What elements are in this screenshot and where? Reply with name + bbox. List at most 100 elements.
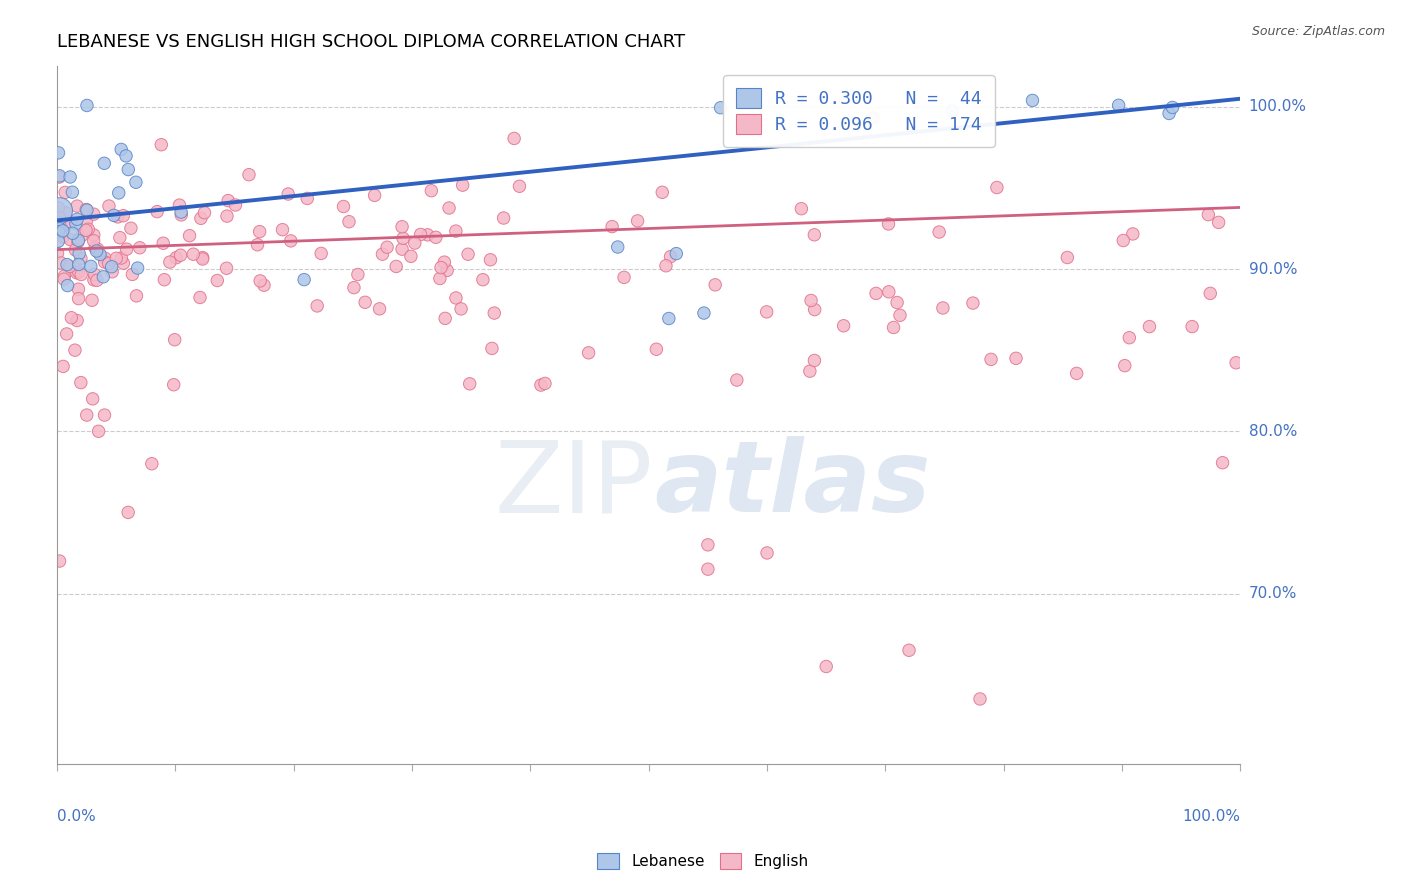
Point — [436, 263, 458, 277]
Point — [66, 212, 89, 227]
Point — [152, 236, 174, 251]
Point — [67, 292, 90, 306]
Point — [1208, 215, 1230, 229]
Point — [710, 101, 733, 115]
Point — [756, 546, 779, 560]
Point — [56, 258, 79, 272]
Point — [59, 233, 82, 247]
Point — [169, 248, 191, 262]
Point — [125, 175, 148, 189]
Point — [363, 188, 385, 202]
Point — [297, 191, 319, 205]
Point — [66, 266, 89, 280]
Legend: Lebanese, English: Lebanese, English — [592, 847, 814, 875]
Point — [832, 318, 855, 333]
Point — [153, 273, 176, 287]
Point — [191, 251, 214, 265]
Text: 70.0%: 70.0% — [1249, 586, 1296, 601]
Point — [1114, 359, 1136, 373]
Point — [128, 241, 150, 255]
Point — [83, 227, 105, 242]
Point — [457, 247, 479, 261]
Point — [375, 240, 398, 254]
Point — [693, 306, 716, 320]
Point — [82, 392, 104, 406]
Text: ZIP: ZIP — [495, 436, 654, 533]
Point — [94, 252, 117, 266]
Point — [67, 257, 90, 271]
Point — [67, 233, 90, 247]
Point — [391, 219, 413, 234]
Point — [277, 187, 299, 202]
Point — [613, 270, 636, 285]
Point — [120, 221, 142, 235]
Point — [1157, 106, 1180, 120]
Point — [52, 229, 75, 244]
Point — [803, 227, 825, 242]
Point — [280, 234, 302, 248]
Point — [271, 222, 294, 236]
Point — [246, 237, 269, 252]
Point — [1066, 367, 1088, 381]
Point — [60, 310, 83, 325]
Point — [1181, 319, 1204, 334]
Point — [48, 169, 70, 183]
Point — [75, 202, 97, 217]
Point — [224, 198, 246, 212]
Point — [332, 200, 354, 214]
Point — [76, 203, 98, 218]
Point — [253, 278, 276, 293]
Point — [803, 353, 825, 368]
Point — [83, 273, 105, 287]
Point — [450, 301, 472, 316]
Point — [207, 273, 229, 287]
Point — [125, 289, 148, 303]
Point — [146, 204, 169, 219]
Point — [1212, 456, 1234, 470]
Point — [93, 156, 115, 170]
Point — [48, 225, 70, 239]
Point — [606, 240, 628, 254]
Point — [60, 215, 83, 229]
Point — [479, 252, 502, 267]
Point — [62, 227, 84, 241]
Point — [1118, 331, 1140, 345]
Point — [55, 326, 77, 341]
Point — [46, 246, 69, 260]
Point — [292, 272, 315, 286]
Text: atlas: atlas — [655, 436, 931, 533]
Point — [865, 286, 887, 301]
Point — [471, 273, 494, 287]
Point — [433, 255, 456, 269]
Point — [89, 247, 111, 261]
Point — [928, 225, 950, 239]
Point — [886, 295, 908, 310]
Point — [877, 217, 900, 231]
Point — [307, 299, 329, 313]
Point — [93, 255, 115, 269]
Point — [107, 186, 129, 200]
Point — [65, 217, 87, 231]
Point — [181, 247, 204, 261]
Point — [165, 251, 187, 265]
Point — [170, 205, 193, 219]
Point — [48, 554, 70, 568]
Point — [76, 408, 98, 422]
Point — [163, 333, 186, 347]
Point — [725, 373, 748, 387]
Point — [409, 227, 432, 242]
Text: 0.0%: 0.0% — [58, 809, 96, 824]
Point — [179, 228, 201, 243]
Point — [103, 208, 125, 222]
Point — [76, 98, 98, 112]
Point — [451, 178, 474, 193]
Point — [67, 265, 90, 279]
Point — [86, 244, 108, 258]
Point — [112, 209, 135, 223]
Point — [77, 222, 100, 236]
Point — [800, 293, 823, 308]
Point — [70, 268, 93, 282]
Point — [530, 378, 553, 392]
Point — [110, 143, 132, 157]
Point — [70, 252, 93, 266]
